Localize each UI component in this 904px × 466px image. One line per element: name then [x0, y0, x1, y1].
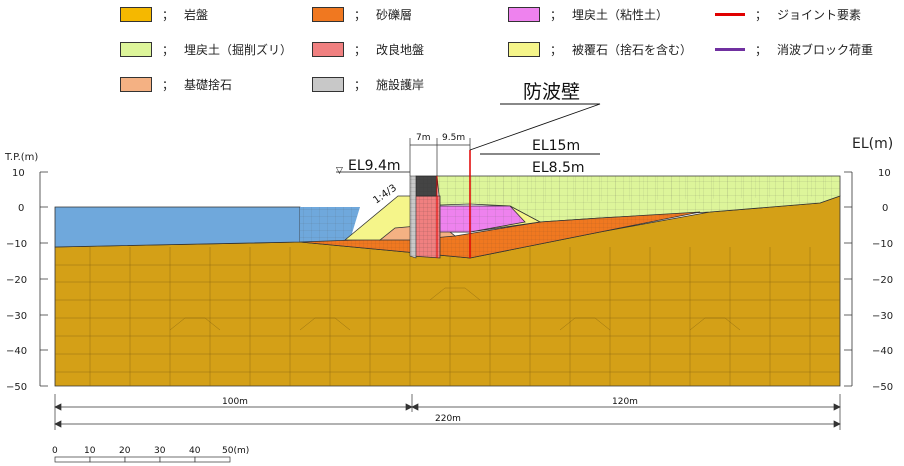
bottom-dimension-lines: [54, 394, 841, 430]
left-ticks: 10 0 −10 −20 −30 −40 −50: [6, 168, 27, 393]
tick-label: 0: [882, 203, 888, 214]
tick-label: −10: [6, 239, 27, 250]
legend: ；岩盤 ；砂礫層 ；埋戻土（粘性土） ；ジョイント要素 ；埋戻土（掘削ズリ） ；…: [0, 0, 904, 100]
left-axis-title: T.P.(m): [4, 152, 38, 163]
right-axis-title: EL(m): [852, 136, 893, 152]
tick-label: −40: [872, 346, 893, 357]
tick-label: −20: [6, 275, 27, 286]
legend-swatch: [120, 77, 152, 92]
legend-item-excavation-backfill: ；埋戻土（掘削ズリ）: [120, 41, 292, 58]
tick-label: −30: [872, 311, 893, 322]
legend-swatch: [312, 7, 344, 22]
legend-item-foundation-rubble: ；基礎捨石: [120, 76, 232, 93]
legend-item-block-load: ；消波ブロック荷重: [715, 41, 873, 58]
scale-tick: 30: [154, 446, 166, 456]
legend-swatch: [312, 42, 344, 57]
wall-leader: [469, 103, 601, 151]
tick-label: 10: [878, 168, 891, 179]
dim-7m: 7m: [416, 133, 431, 143]
legend-item-armor-stone: ；被覆石（捨石を含む）: [508, 41, 692, 58]
scale-tick: 0: [52, 446, 58, 456]
legend-swatch: [312, 77, 344, 92]
el94-label: EL9.4m: [348, 158, 401, 174]
legend-swatch: [120, 42, 152, 57]
top-dimension-lines: [409, 138, 471, 176]
dim-9-5m: 9.5m: [442, 133, 465, 143]
el85-label: EL8.5m: [532, 160, 585, 176]
tick-label: −50: [6, 382, 27, 393]
legend-item-joint: ；ジョイント要素: [715, 6, 861, 23]
legend-item-gravel: ；砂礫層: [312, 6, 412, 23]
legend-swatch: [508, 7, 540, 22]
tick-label: 10: [12, 168, 25, 179]
dim-120m: 120m: [612, 397, 638, 407]
scale-bar: 0 10 20 30 40 50(m): [52, 446, 249, 463]
tick-label: 0: [18, 203, 24, 214]
tick-label: −40: [6, 346, 27, 357]
el15-label: EL15m: [532, 138, 580, 154]
legend-line: [715, 13, 745, 16]
tick-label: −20: [872, 275, 893, 286]
wall-label: 防波壁: [523, 81, 580, 103]
sea-water: [54, 206, 301, 248]
scale-tick: 20: [119, 446, 131, 456]
left-axis: [39, 171, 48, 387]
dim-220m: 220m: [435, 414, 461, 424]
right-axis: [844, 171, 853, 387]
scale-tick: 50(m): [222, 446, 249, 456]
bedrock-mesh: [55, 247, 840, 386]
legend-item-bedrock: ；岩盤: [120, 6, 208, 23]
legend-item-clay-backfill: ；埋戻土（粘性土）: [508, 6, 668, 23]
dim-100m: 100m: [222, 397, 248, 407]
scale-tick: 10: [84, 446, 96, 456]
scale-tick: 40: [189, 446, 201, 456]
water-symbol: ▽: [336, 166, 343, 176]
tick-label: −10: [872, 239, 893, 250]
right-ticks: 10 0 −10 −20 −30 −40 −50: [872, 168, 893, 393]
legend-item-revetment: ；施設護岸: [312, 76, 424, 93]
tick-label: −50: [872, 382, 893, 393]
legend-swatch: [508, 42, 540, 57]
legend-swatch: [120, 7, 152, 22]
tick-label: −30: [6, 311, 27, 322]
legend-line: [715, 48, 745, 51]
legend-item-improved-ground: ；改良地盤: [312, 41, 424, 58]
